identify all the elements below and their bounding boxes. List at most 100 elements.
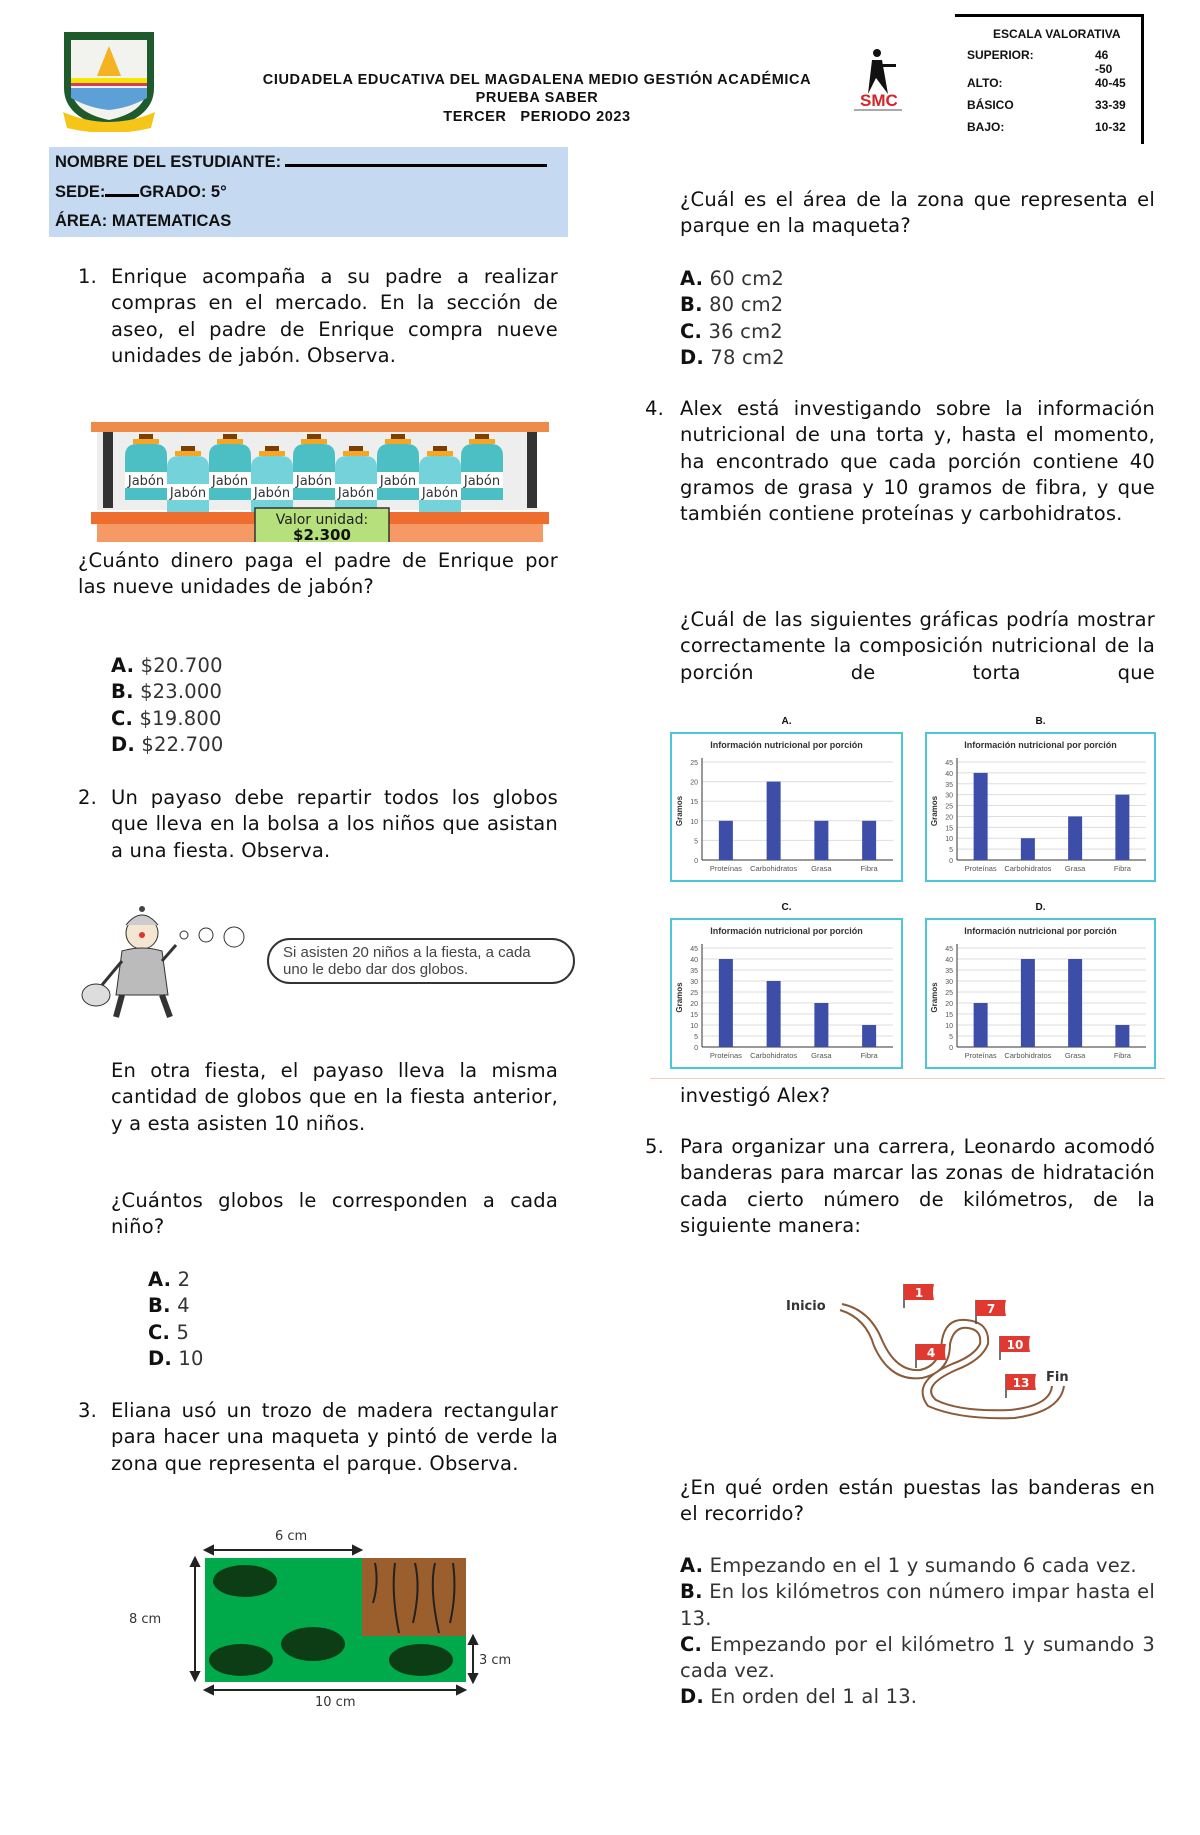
svg-text:4: 4 (927, 1346, 935, 1360)
svg-text:10: 10 (1007, 1338, 1024, 1352)
soap-bottle: Jabón (377, 434, 419, 500)
chart-option-a[interactable]: Información nutricional por porción Gramo… (670, 732, 903, 882)
option-a[interactable]: A. 2 (148, 1267, 204, 1293)
option-a[interactable]: A. 60 cm2 (680, 266, 785, 292)
question-3-options: A. 60 cm2 B. 80 cm2 C. 36 cm2 D. 78 cm2 (680, 266, 785, 371)
svg-text:Jabón: Jabón (379, 474, 416, 489)
option-letter: C. (111, 706, 134, 730)
sede-grado-field[interactable]: SEDE: GRADO: 5° (55, 183, 227, 201)
maqueta-diagram: 6 cm 8 cm 10 cm 3 cm (125, 1518, 525, 1710)
chart-option-label[interactable]: B. (1035, 716, 1046, 727)
race-flag: 10 (999, 1336, 1030, 1360)
x-tick-label: Carbohidratos (750, 1051, 797, 1060)
x-tick-label: Grasa (1065, 1051, 1086, 1060)
question-5-prompt: ¿En qué orden están puestas las banderas… (680, 1476, 1155, 1526)
svg-text:Jabón: Jabón (421, 486, 458, 501)
option-letter: C. (680, 1632, 703, 1656)
svg-text:Jabón: Jabón (127, 474, 164, 489)
option-text: En orden del 1 al 13. (710, 1685, 918, 1709)
option-letter: D. (111, 732, 135, 756)
svg-text:10 cm: 10 cm (315, 1695, 356, 1708)
bar (1020, 838, 1035, 860)
option-text: $20.700 (140, 654, 223, 677)
chart-option-d[interactable]: Información nutricional por porción Gramo… (925, 918, 1156, 1069)
chart-option-label[interactable]: D. (1035, 902, 1046, 913)
bar (1068, 816, 1083, 860)
bar (814, 1003, 829, 1047)
question-2-prompt: ¿Cuántos globos le corresponden a cada n… (111, 1189, 558, 1239)
svg-text:6 cm: 6 cm (275, 1529, 307, 1544)
escala-row-superior: SUPERIOR: 46 -50 (967, 48, 1113, 76)
question-text: Alex está investigando sobre la informac… (680, 397, 1155, 526)
race-route-image: 1 4 7 10 13 Inicio Fin (770, 1260, 1090, 1420)
option-c[interactable]: C. 5 (148, 1320, 204, 1346)
y-tick-label: 10 (945, 836, 953, 843)
y-tick-label: 15 (945, 825, 953, 832)
race-flag: 1 (903, 1284, 934, 1308)
y-axis-label: Gramos (675, 795, 684, 826)
institution-title: CIUDADELA EDUCATIVA DEL MAGDALENA MEDIO … (262, 72, 812, 88)
question-text: Enrique acompaña a su padre a realizar c… (111, 265, 558, 367)
svg-text:1: 1 (915, 1286, 923, 1300)
option-letter: B. (111, 680, 134, 704)
area-label: ÁREA: MATEMATICAS (55, 212, 232, 230)
x-tick-label: Carbohidratos (750, 864, 797, 873)
question-2: 2. Un payaso debe repartir todos los glo… (78, 785, 558, 864)
option-a[interactable]: A. $20.700 (111, 653, 223, 679)
option-text: 2 (177, 1268, 191, 1291)
y-tick-label: 15 (690, 799, 698, 806)
option-b[interactable]: B. 80 cm2 (680, 292, 785, 318)
y-tick-label: 45 (945, 760, 953, 767)
option-letter: A. (111, 654, 135, 677)
chart-option-c[interactable]: Información nutricional por porción Gramo… (670, 918, 903, 1069)
question-2-context: En otra fiesta, el payaso lleva la misma… (111, 1059, 558, 1135)
svg-text:Jabón: Jabón (253, 486, 290, 501)
option-text: En los kilómetros con número impar hasta… (680, 1580, 1155, 1630)
soap-shelf-image: Jabón Jabón Jabón Jabón Jabón Jabón Jabón Jabón… (91, 410, 551, 545)
option-text: 78 cm2 (710, 345, 785, 369)
option-letter: B. (680, 293, 703, 317)
option-b[interactable]: B. $23.000 (111, 679, 223, 705)
svg-text:Inicio: Inicio (786, 1299, 826, 1314)
option-c[interactable]: C. 36 cm2 (680, 319, 785, 345)
y-tick-label: 40 (690, 957, 698, 964)
option-b[interactable]: B. En los kilómetros con número impar ha… (680, 1579, 1155, 1632)
x-tick-label: Carbohidratos (1004, 864, 1051, 873)
question-number: 4. (645, 397, 665, 420)
bar (973, 1003, 988, 1047)
svg-text:Jabón: Jabón (337, 486, 374, 501)
soap-bottle: Jabón (251, 446, 293, 512)
option-d[interactable]: D. 10 (148, 1346, 204, 1372)
option-c[interactable]: C. Empezando por el kilómetro 1 y sumand… (680, 1632, 1155, 1685)
x-tick-label: Fibra (861, 864, 879, 873)
bar (766, 981, 781, 1047)
escala-row-bajo: BAJO: 10-32 (967, 120, 1126, 134)
option-d[interactable]: D. $22.700 (111, 732, 223, 758)
chart-title: Información nutricional por porción (710, 926, 863, 936)
x-tick-label: Fibra (1114, 1051, 1132, 1060)
bar (1115, 794, 1130, 860)
option-d[interactable]: D. En orden del 1 al 13. (680, 1684, 1155, 1710)
race-flag: 4 (915, 1344, 946, 1368)
question-text: Un payaso debe repartir todos los globos… (111, 786, 558, 862)
option-c[interactable]: C. $19.800 (111, 706, 223, 732)
chart-option-b[interactable]: Información nutricional por porción Gramo… (925, 732, 1156, 882)
y-tick-label: 20 (945, 814, 953, 821)
option-d[interactable]: D. 78 cm2 (680, 345, 785, 371)
escala-title: ESCALA VALORATIVA (993, 27, 1121, 41)
option-a[interactable]: A. Empezando en el 1 y sumando 6 cada ve… (680, 1553, 1155, 1579)
y-tick-label: 25 (945, 804, 953, 811)
chart-option-label[interactable]: C. (781, 902, 792, 913)
option-text: 60 cm2 (709, 267, 785, 290)
chart-option-label[interactable]: A. (781, 716, 792, 727)
chart-title: Información nutricional por porción (964, 926, 1117, 936)
soap-bottle: Jabón (335, 446, 377, 512)
option-text: $23.000 (140, 680, 223, 704)
chart-title: Información nutricional por porción (710, 740, 863, 750)
question-1-prompt: ¿Cuánto dinero paga el padre de Enrique … (78, 549, 558, 599)
student-name-field[interactable]: NOMBRE DEL ESTUDIANTE: (55, 153, 548, 172)
y-tick-label: 15 (690, 1012, 698, 1019)
option-b[interactable]: B. 4 (148, 1293, 204, 1319)
bar (1068, 959, 1083, 1047)
svg-text:Jabón: Jabón (211, 474, 248, 489)
